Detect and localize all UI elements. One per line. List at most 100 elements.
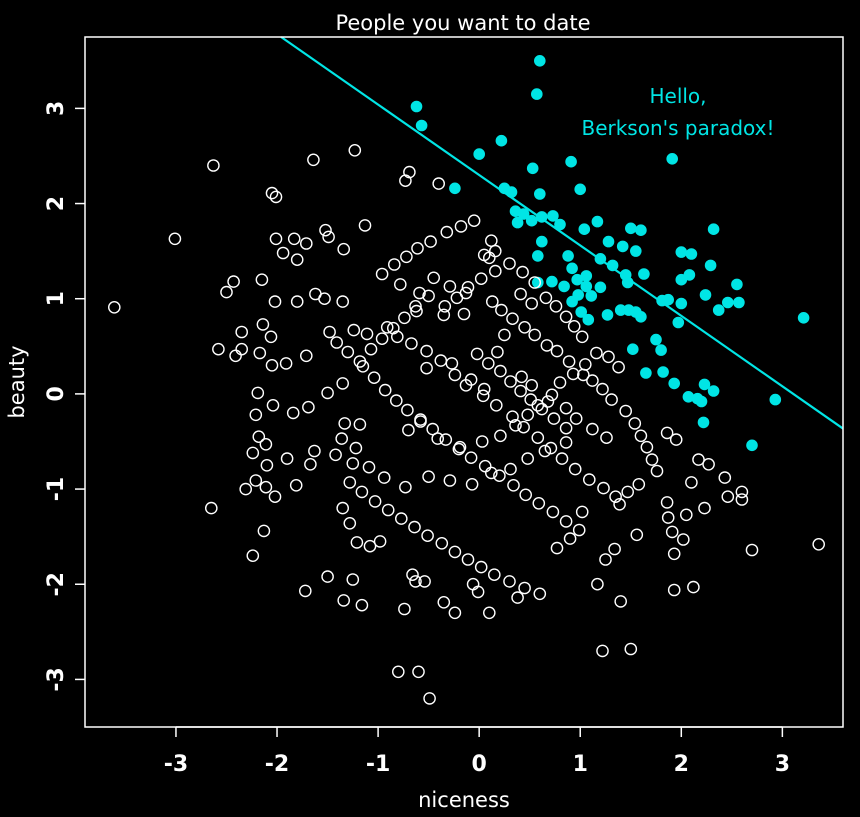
point	[375, 332, 389, 346]
point	[341, 345, 355, 359]
point	[494, 364, 507, 378]
point	[545, 388, 559, 402]
point	[596, 644, 609, 658]
point	[640, 440, 654, 454]
point	[685, 476, 698, 489]
point	[337, 594, 351, 607]
point	[346, 573, 360, 586]
point	[562, 355, 576, 368]
point	[380, 320, 394, 334]
point	[401, 403, 414, 417]
point	[335, 432, 349, 445]
point	[364, 342, 378, 356]
selected-point	[797, 312, 810, 324]
x-tick-label: -1	[366, 752, 390, 777]
selected-point	[594, 281, 607, 294]
point	[555, 452, 569, 465]
point	[597, 481, 610, 495]
point	[586, 422, 599, 436]
point	[566, 367, 580, 381]
point	[583, 473, 596, 486]
y-axis: -3 -2 -1 0 1 2 3	[44, 101, 85, 692]
point	[443, 474, 457, 487]
point	[246, 446, 260, 460]
point	[540, 339, 554, 352]
point	[207, 159, 220, 172]
selected-point	[707, 223, 720, 235]
point	[269, 232, 283, 246]
selected-point	[547, 210, 559, 222]
point	[568, 462, 582, 476]
selected-point	[578, 223, 591, 235]
point	[289, 478, 303, 492]
point	[389, 394, 403, 407]
point	[477, 382, 491, 396]
point	[547, 412, 561, 425]
point	[518, 581, 531, 595]
selected-point	[580, 270, 593, 282]
point	[525, 378, 539, 392]
point	[525, 297, 539, 310]
point	[524, 393, 538, 406]
point	[624, 642, 638, 656]
selected-point	[685, 248, 698, 260]
point	[235, 342, 248, 356]
point	[259, 437, 273, 451]
selected-point	[602, 235, 615, 248]
x-tick-label: 2	[674, 752, 689, 777]
point	[355, 598, 369, 612]
point	[246, 549, 260, 563]
point	[596, 382, 609, 396]
point	[290, 253, 304, 267]
point	[276, 246, 290, 260]
point	[439, 433, 453, 446]
point	[507, 478, 520, 492]
point	[521, 408, 535, 422]
selected-point	[582, 313, 595, 326]
selected-point	[675, 246, 688, 258]
point	[377, 471, 391, 484]
selected-point	[558, 280, 570, 293]
point	[667, 547, 681, 561]
point	[330, 336, 344, 349]
point	[563, 532, 577, 545]
point	[532, 496, 546, 510]
point	[586, 374, 599, 387]
point	[612, 360, 625, 374]
point	[608, 542, 621, 556]
point	[398, 311, 411, 325]
point	[265, 358, 279, 372]
point	[518, 320, 531, 334]
selected-point	[601, 309, 614, 321]
point	[409, 575, 422, 588]
y-tick-label: -3	[44, 667, 69, 691]
point	[559, 421, 573, 435]
point	[461, 280, 475, 294]
point	[338, 417, 352, 430]
point	[572, 523, 586, 537]
point	[613, 497, 626, 511]
point	[559, 401, 573, 415]
selected-point	[616, 240, 629, 253]
point	[400, 250, 413, 264]
point	[264, 330, 278, 344]
selected-point	[712, 304, 725, 316]
point	[321, 386, 334, 400]
point	[745, 543, 759, 557]
selected-point	[554, 218, 566, 231]
point	[600, 431, 613, 445]
selected-point	[536, 235, 548, 248]
point	[265, 186, 279, 200]
point	[702, 457, 715, 471]
point	[279, 357, 293, 370]
point	[386, 321, 400, 335]
x-tick-label: 3	[775, 752, 790, 777]
point	[414, 413, 427, 426]
data-points	[108, 55, 826, 705]
point	[381, 503, 395, 517]
selected-point	[526, 162, 539, 175]
point	[665, 525, 679, 539]
point	[409, 299, 422, 313]
selected-point	[580, 280, 593, 293]
